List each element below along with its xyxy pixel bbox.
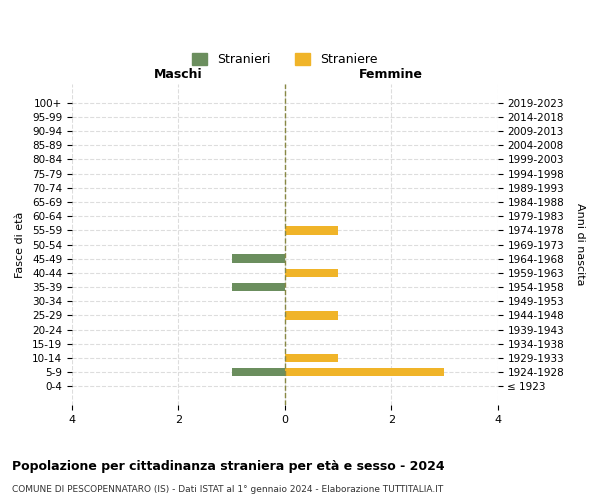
Y-axis label: Anni di nascita: Anni di nascita <box>575 204 585 286</box>
Bar <box>285 268 338 277</box>
Y-axis label: Fasce di età: Fasce di età <box>15 212 25 278</box>
Text: Femmine: Femmine <box>359 68 423 82</box>
Legend: Stranieri, Straniere: Stranieri, Straniere <box>187 48 383 72</box>
Bar <box>285 311 338 320</box>
Bar <box>232 283 285 292</box>
Bar <box>285 368 445 376</box>
Text: Maschi: Maschi <box>154 68 203 82</box>
Bar <box>285 226 338 234</box>
Bar <box>285 354 338 362</box>
Bar <box>232 368 285 376</box>
Text: COMUNE DI PESCOPENNATARO (IS) - Dati ISTAT al 1° gennaio 2024 - Elaborazione TUT: COMUNE DI PESCOPENNATARO (IS) - Dati IST… <box>12 485 443 494</box>
Text: Popolazione per cittadinanza straniera per età e sesso - 2024: Popolazione per cittadinanza straniera p… <box>12 460 445 473</box>
Bar <box>232 254 285 263</box>
